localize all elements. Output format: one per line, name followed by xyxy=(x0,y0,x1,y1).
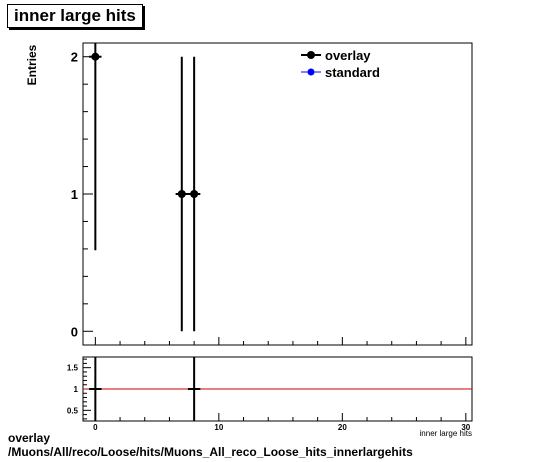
caption-line-2: /Muons/All/reco/Loose/hits/Muons_All_rec… xyxy=(8,445,413,459)
overlay-point xyxy=(177,190,186,198)
y-axis-label: Entries xyxy=(25,44,39,85)
ratio-x-tick-label: 30 xyxy=(461,423,470,432)
legend-overlay-marker xyxy=(307,51,315,59)
x-axis-label: inner large hits xyxy=(420,429,472,438)
chart-title: inner large hits xyxy=(7,4,143,28)
y-tick-label: 1 xyxy=(71,187,78,202)
overlay-point xyxy=(190,190,199,198)
ratio-y-tick-label: 1 xyxy=(74,385,79,394)
y-tick-label: 2 xyxy=(71,50,78,65)
ratio-y-tick-label: 1.5 xyxy=(67,364,79,373)
ratio-x-tick-label: 0 xyxy=(93,423,98,432)
overlay-point xyxy=(91,52,100,61)
legend-standard-marker xyxy=(307,68,315,76)
legend-standard-label: standard xyxy=(325,65,380,80)
ratio-x-tick-label: 10 xyxy=(214,423,223,432)
ratio-x-tick-label: 20 xyxy=(338,423,347,432)
legend-overlay-label: overlay xyxy=(325,48,371,63)
y-tick-label: 0 xyxy=(71,324,78,339)
ratio-y-tick-label: 0.5 xyxy=(67,406,79,415)
caption-line-1: overlay xyxy=(8,431,51,445)
main-plot-frame xyxy=(82,42,473,346)
